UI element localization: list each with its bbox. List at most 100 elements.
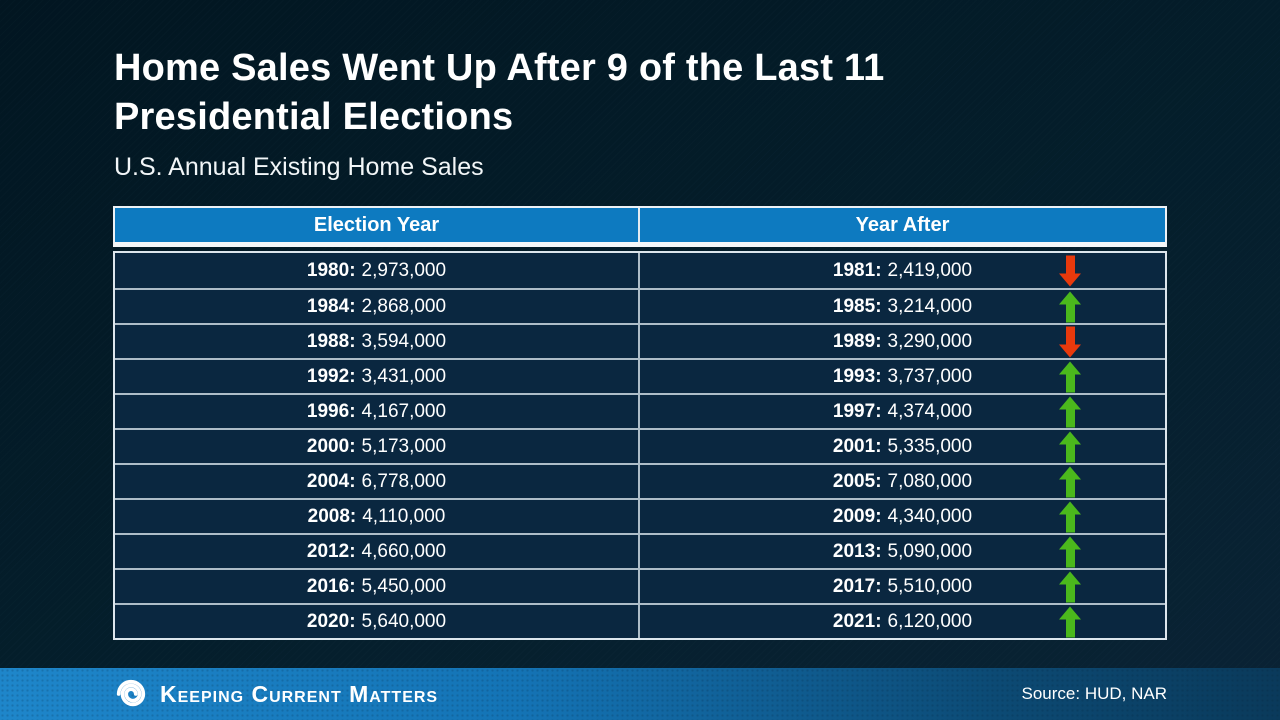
year-after-value: 7,080,000	[887, 470, 973, 492]
election-year-value: 4,167,000	[361, 400, 447, 422]
election-year-value: 5,173,000	[361, 435, 447, 457]
year-after-value: 4,340,000	[887, 505, 973, 527]
column-header-election-year: Election Year	[115, 208, 640, 242]
election-year-value: 6,778,000	[361, 470, 447, 492]
year-after-label: 1989:	[832, 330, 882, 352]
year-after-label: 2005:	[832, 470, 882, 492]
election-year-cell: 2012: 4,660,000	[115, 535, 640, 568]
up-arrow-icon	[1059, 536, 1081, 567]
election-year-value: 5,640,000	[361, 610, 447, 632]
year-after-label: 2017:	[832, 575, 882, 597]
year-after-cell: 2005: 7,080,000	[640, 465, 1165, 498]
year-after-value: 5,335,000	[887, 435, 973, 457]
page-title-line2: Presidential Elections	[114, 96, 514, 138]
election-year-label: 1988:	[306, 330, 356, 352]
up-arrow-icon	[1059, 501, 1081, 532]
year-after-cell: 2009: 4,340,000	[640, 500, 1165, 533]
brand-name: Keeping Current Matters	[160, 680, 439, 707]
up-arrow-icon	[1059, 291, 1081, 322]
year-after-value: 4,374,000	[887, 400, 973, 422]
year-after-label: 2021:	[832, 610, 882, 632]
table-row: 1996: 4,167,000 1997: 4,374,000	[115, 393, 1165, 428]
table-row: 1984: 2,868,000 1985: 3,214,000	[115, 288, 1165, 323]
year-after-label: 1993:	[832, 365, 882, 387]
election-year-value: 3,594,000	[361, 330, 447, 352]
down-arrow-icon	[1059, 326, 1081, 357]
table-row: 2000: 5,173,000 2001: 5,335,000	[115, 428, 1165, 463]
election-year-label: 1980:	[306, 259, 356, 281]
election-year-value: 4,110,000	[362, 505, 446, 527]
election-year-label: 2000:	[306, 435, 356, 457]
up-arrow-icon	[1059, 361, 1081, 392]
up-arrow-icon	[1059, 571, 1081, 602]
year-after-value: 3,737,000	[887, 365, 973, 387]
year-after-label: 2001:	[832, 435, 882, 457]
election-year-cell: 1980: 2,973,000	[115, 253, 640, 288]
election-year-label: 2008:	[307, 505, 357, 527]
year-after-cell: 2001: 5,335,000	[640, 430, 1165, 463]
brand-lockup: Keeping Current Matters	[112, 668, 438, 720]
table-body: 1980: 2,973,000 1981: 2,419,000 1984: 2,…	[113, 251, 1167, 640]
election-year-value: 5,450,000	[361, 575, 447, 597]
home-sales-table: Election Year Year After 1980: 2,973,000…	[113, 206, 1167, 640]
year-after-label: 1985:	[832, 295, 882, 317]
table-row: 1980: 2,973,000 1981: 2,419,000	[115, 253, 1165, 288]
election-year-cell: 2020: 5,640,000	[115, 605, 640, 638]
election-year-cell: 2004: 6,778,000	[115, 465, 640, 498]
election-year-value: 3,431,000	[361, 365, 447, 387]
table-row: 1992: 3,431,000 1993: 3,737,000	[115, 358, 1165, 393]
election-year-label: 1992:	[306, 365, 356, 387]
up-arrow-icon	[1059, 606, 1081, 637]
kcm-swirl-logo-icon	[116, 679, 146, 707]
page-subtitle: U.S. Annual Existing Home Sales	[114, 153, 484, 181]
election-year-label: 2004:	[306, 470, 356, 492]
year-after-cell: 1981: 2,419,000	[640, 253, 1165, 288]
table-row: 2016: 5,450,000 2017: 5,510,000	[115, 568, 1165, 603]
election-year-label: 2020:	[306, 610, 356, 632]
year-after-value: 5,510,000	[887, 575, 973, 597]
source-text: Source: HUD, NAR	[1021, 684, 1167, 703]
year-after-cell: 1993: 3,737,000	[640, 360, 1165, 393]
election-year-cell: 1992: 3,431,000	[115, 360, 640, 393]
election-year-label: 2016:	[306, 575, 356, 597]
year-after-cell: 2017: 5,510,000	[640, 570, 1165, 603]
up-arrow-icon	[1059, 396, 1081, 427]
year-after-label: 2009:	[832, 505, 882, 527]
year-after-label: 1981:	[832, 259, 882, 281]
election-year-value: 2,973,000	[361, 259, 447, 281]
election-year-cell: 2008: 4,110,000	[115, 500, 640, 533]
table-header-row: Election Year Year After	[113, 206, 1167, 247]
column-header-year-after: Year After	[855, 213, 950, 236]
election-year-label: 1996:	[306, 400, 356, 422]
footer-bar: Keeping Current Matters Source: HUD, NAR	[0, 668, 1280, 720]
down-arrow-icon	[1059, 255, 1081, 286]
year-after-label: 2013:	[832, 540, 882, 562]
election-year-label: 1984:	[306, 295, 356, 317]
page-title: Home Sales Went Up After 9 of the Last 1…	[114, 44, 885, 142]
table-row: 2008: 4,110,000 2009: 4,340,000	[115, 498, 1165, 533]
page-title-line1: Home Sales Went Up After 9 of the Last 1…	[114, 47, 885, 89]
election-year-cell: 1996: 4,167,000	[115, 395, 640, 428]
year-after-cell: 2013: 5,090,000	[640, 535, 1165, 568]
year-after-label: 1997:	[832, 400, 882, 422]
table-row: 1988: 3,594,000 1989: 3,290,000	[115, 323, 1165, 358]
year-after-cell: 1989: 3,290,000	[640, 325, 1165, 358]
election-year-label: 2012:	[306, 540, 356, 562]
table-row: 2012: 4,660,000 2013: 5,090,000	[115, 533, 1165, 568]
table-row: 2004: 6,778,000 2005: 7,080,000	[115, 463, 1165, 498]
election-year-value: 4,660,000	[361, 540, 447, 562]
election-year-cell: 1984: 2,868,000	[115, 290, 640, 323]
year-after-value: 3,214,000	[887, 295, 973, 317]
year-after-value: 6,120,000	[887, 610, 973, 632]
year-after-value: 3,290,000	[887, 330, 973, 352]
year-after-cell: 1997: 4,374,000	[640, 395, 1165, 428]
election-year-cell: 2000: 5,173,000	[115, 430, 640, 463]
year-after-value: 5,090,000	[887, 540, 973, 562]
year-after-value: 2,419,000	[887, 259, 973, 281]
up-arrow-icon	[1059, 466, 1081, 497]
year-after-cell: 2021: 6,120,000	[640, 605, 1165, 638]
table-row: 2020: 5,640,000 2021: 6,120,000	[115, 603, 1165, 638]
election-year-cell: 2016: 5,450,000	[115, 570, 640, 603]
year-after-cell: 1985: 3,214,000	[640, 290, 1165, 323]
